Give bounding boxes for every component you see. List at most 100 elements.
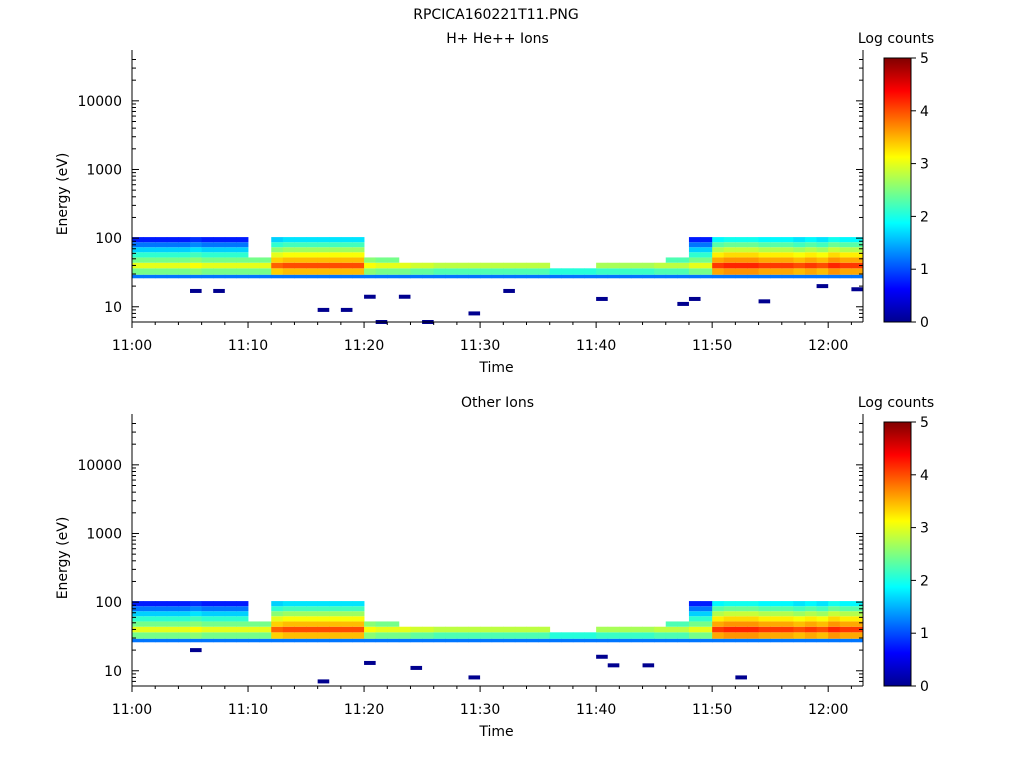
spectrogram-cell [688,268,701,275]
spectrogram-cell [735,252,748,258]
spectrogram-cell [190,606,203,612]
spectrogram-cell [851,242,864,248]
spectrogram-cell [201,262,214,269]
spectrogram-cell [572,632,585,639]
spectrogram-cell [317,268,330,275]
figure-title: RPCICA160221T11.PNG [413,7,578,23]
spectrogram-cell [851,268,864,275]
spectrogram-cell [688,616,701,622]
spectrogram-cell [538,638,551,643]
spectrogram-cell [282,242,295,248]
spectrogram-cell [352,616,365,622]
spectrogram-cell [851,237,864,243]
spectrogram-cell [746,621,759,627]
spectrogram-cell [224,616,237,622]
spectrogram-cell [804,242,817,248]
spectrogram-cell [340,626,353,633]
spectrogram-cell [259,632,272,639]
spectrogram-cell [688,626,701,633]
spectrogram-cell [155,257,168,263]
spectrogram-cell [364,660,376,665]
spectrogram-cell [828,247,841,253]
spectrogram-cell [375,268,388,275]
panel-title: H+ He++ Ions [446,31,549,47]
spectrogram-cell [746,611,759,617]
spectrogram-cell [422,274,435,279]
spectrogram-cell [213,606,226,612]
spectrogram-cell [804,247,817,253]
spectrogram-cell [804,621,817,627]
spectrogram-cell [155,611,168,617]
spectrogram-cell [758,274,771,279]
colorbar-tick-label: 4 [920,468,929,484]
spectrogram-cell [317,307,330,312]
spectrogram-cell [178,621,191,627]
spectrogram-cell [851,638,864,643]
spectrogram-cell [224,621,237,627]
spectrogram-cell [503,626,516,633]
spectrogram-cell [306,601,319,607]
spectrogram-cell [306,252,319,258]
spectrogram-cell [271,252,284,258]
spectrogram-cell [456,274,469,279]
spectrogram-cell [700,268,713,275]
spectrogram-cell [282,606,295,612]
spectrogram-cell [433,262,446,269]
spectrogram-cell [155,616,168,622]
spectrogram-cell [723,268,736,275]
spectrogram-cell [282,616,295,622]
spectrogram-cell [248,274,261,279]
x-tick-label: 12:00 [808,702,848,718]
spectrogram-cell [190,252,203,258]
spectrogram-cell [654,626,667,633]
spectrogram-cell [306,262,319,269]
spectrogram-cell [236,606,249,612]
spectrogram-cell [166,632,179,639]
spectrogram-cell [514,274,527,279]
spectrogram-cell [224,247,237,253]
spectrogram-cell [143,247,156,253]
spectrogram-cell [259,268,272,275]
spectrogram-cell [282,262,295,269]
spectrogram-cell [155,252,168,258]
spectrogram-cell [132,268,144,275]
spectrogram-cell [132,616,144,622]
spectrogram-cell [758,632,771,639]
spectrogram-cell [839,242,852,248]
spectrogram-cell [132,274,144,279]
spectrogram-cell [804,616,817,622]
spectrogram-cell [259,638,272,643]
spectrogram-cell [770,268,783,275]
spectrogram-cell [340,632,353,639]
spectrogram-cell [387,632,400,639]
spectrogram-cell [770,632,783,639]
spectrogram-cell [155,638,168,643]
spectrogram-cell [375,632,388,639]
spectrogram-cell [178,262,191,269]
spectrogram-cell [828,616,841,622]
spectrogram-cell [445,632,458,639]
spectrogram-cell [213,237,226,243]
spectrogram-cell [700,626,713,633]
spectrogram-cell [700,247,713,253]
spectrogram-cell [677,638,690,643]
spectrogram-cell [271,616,284,622]
spectrogram-cell [143,274,156,279]
spectrogram-cell [132,242,144,248]
spectrogram-cell [317,606,330,612]
spectrogram-cell [607,663,620,668]
panel-title: Other Ions [461,395,534,411]
spectrogram-cell [712,601,725,607]
spectrogram-cell [851,621,864,627]
x-axis-label: Time [478,360,513,376]
spectrogram-cell [294,257,307,263]
spectrogram-cell [236,257,249,263]
spectrogram-cell [688,638,701,643]
spectrogram-cell [607,638,620,643]
spectrogram-cell [317,237,330,243]
spectrogram-cell [375,621,388,627]
spectrogram-cell [700,611,713,617]
spectrogram-cell [224,626,237,633]
spectrogram-cell [271,237,284,243]
spectrogram-cell [619,626,632,633]
